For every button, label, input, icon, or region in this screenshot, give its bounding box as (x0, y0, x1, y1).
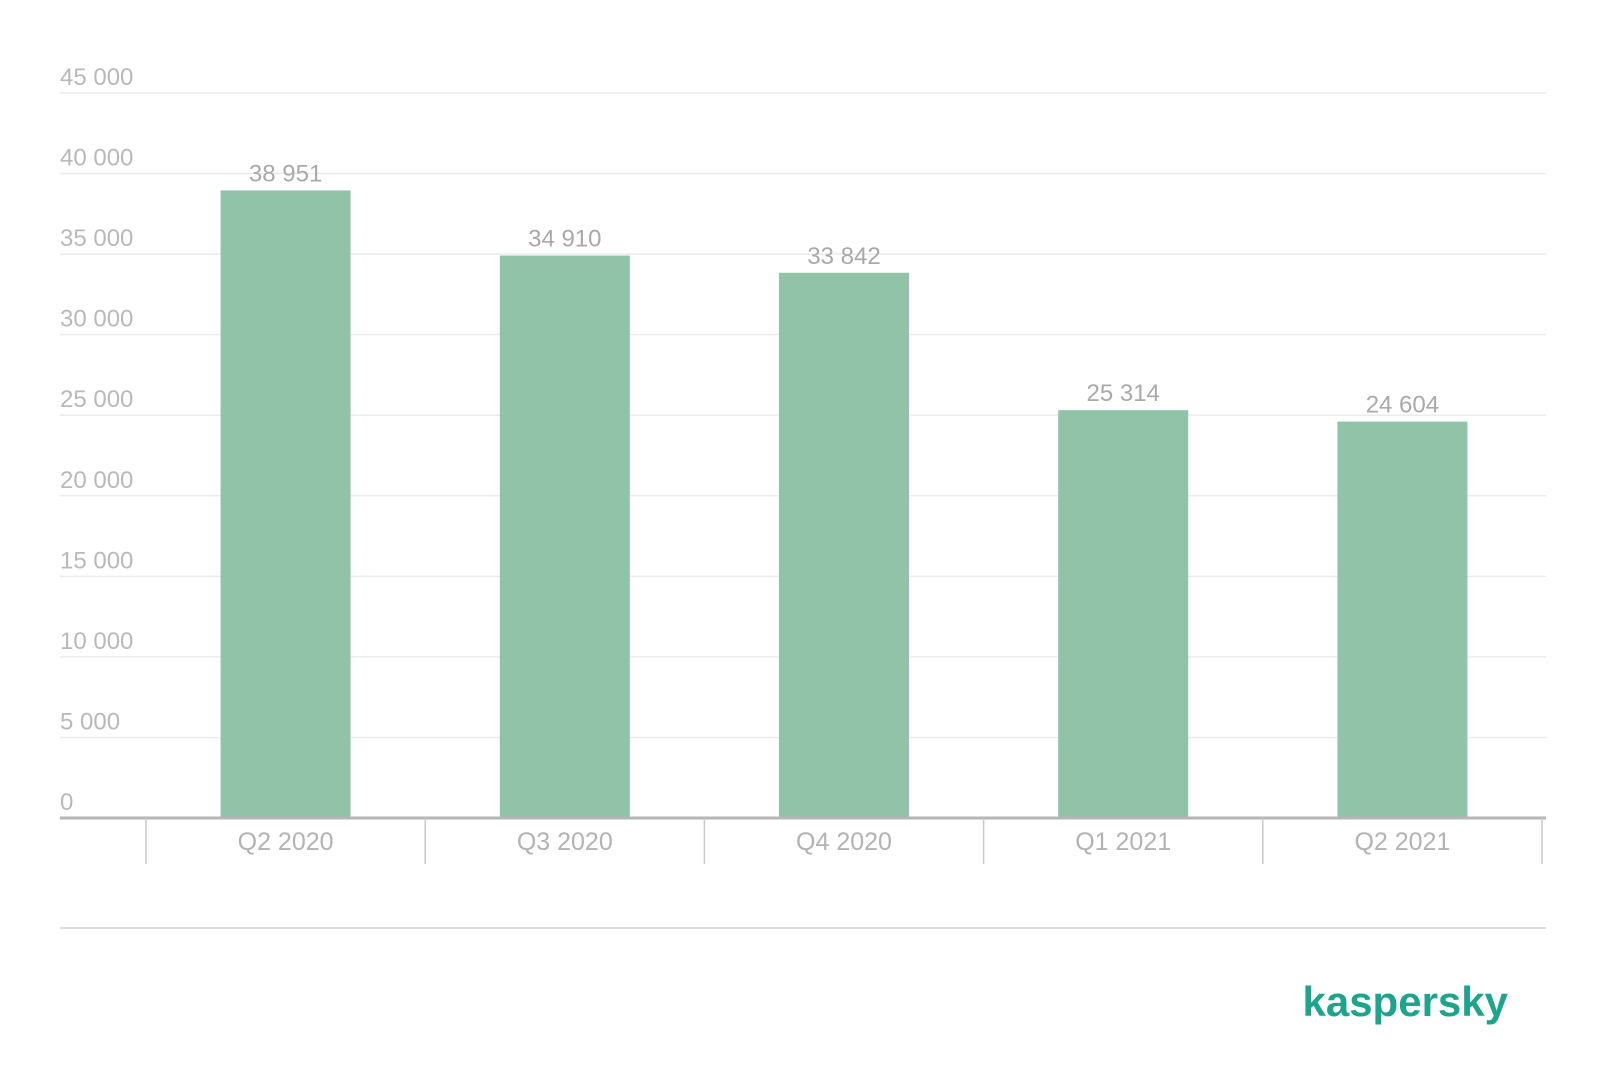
bar (499, 255, 630, 819)
y-tick-label: 10 000 (60, 628, 133, 655)
data-label: 34 910 (528, 226, 601, 253)
x-tick-label: Q2 2021 (1354, 828, 1450, 856)
y-tick-label: 0 (60, 789, 73, 816)
y-tick-label: 15 000 (60, 547, 133, 574)
data-labels: 38 951 34 910 33 842 25 314 24 604 (249, 160, 1439, 418)
bar (1337, 421, 1468, 818)
x-tick-label: Q4 2020 (796, 828, 892, 856)
data-label: 33 842 (807, 243, 880, 270)
x-tick-label: Q2 2020 (238, 828, 334, 856)
bar (779, 272, 909, 818)
data-label: 38 951 (249, 160, 322, 187)
bar (220, 190, 351, 818)
y-axis-ticks: 0 5 000 10 000 15 000 20 000 25 000 30 000 35 0… (60, 64, 133, 816)
kaspersky-logo: kaspersky (1302, 978, 1508, 1025)
data-label: 25 314 (1086, 380, 1159, 407)
y-tick-label: 20 000 (60, 467, 133, 494)
y-tick-label: 45 000 (60, 64, 133, 91)
bars (220, 190, 1468, 819)
x-tick-label: Q3 2020 (517, 828, 613, 856)
y-tick-label: 40 000 (60, 145, 133, 172)
x-axis: Q2 2020 Q3 2020 Q4 2020 Q1 2021 Q2 2021 (60, 816, 1546, 864)
x-tick-label: Q1 2021 (1075, 828, 1171, 856)
data-label: 24 604 (1366, 392, 1439, 419)
y-tick-label: 35 000 (60, 225, 133, 252)
bar (1058, 410, 1189, 818)
y-tick-label: 25 000 (60, 386, 133, 413)
y-tick-label: 30 000 (60, 306, 133, 333)
y-tick-label: 5 000 (60, 708, 120, 735)
